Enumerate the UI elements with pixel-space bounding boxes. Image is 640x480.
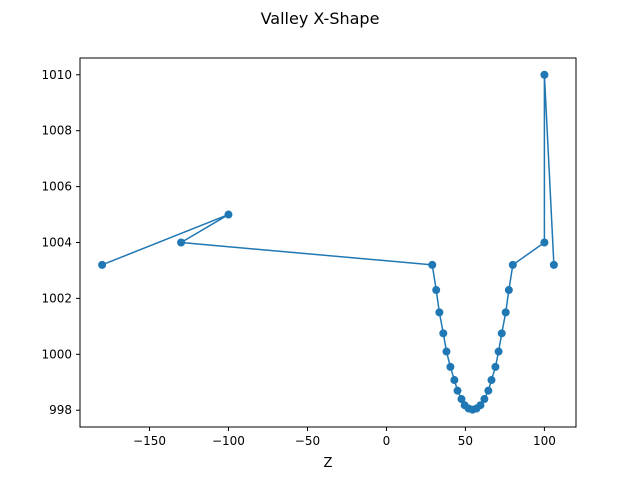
y-tick-label: 1002: [41, 291, 72, 305]
data-point: [177, 238, 186, 247]
x-tick-label: −100: [212, 434, 245, 448]
data-point: [446, 362, 455, 371]
data-point: [549, 260, 558, 269]
data-point: [457, 395, 466, 404]
x-tick-label: 0: [383, 434, 391, 448]
x-tick-label: −50: [295, 434, 320, 448]
y-tick-label: 1000: [41, 347, 72, 361]
x-tick-label: 100: [533, 434, 556, 448]
x-axis-label: Z: [324, 456, 333, 471]
chart-title: Valley X-Shape: [261, 9, 380, 28]
x-tick-label: −150: [133, 434, 166, 448]
data-point: [508, 260, 517, 269]
data-point: [98, 260, 107, 269]
data-point: [540, 70, 549, 79]
data-point: [453, 386, 462, 395]
data-point: [432, 286, 441, 295]
plot-frame: [79, 57, 577, 428]
data-point: [497, 329, 506, 338]
data-point: [435, 308, 444, 317]
data-point: [504, 286, 513, 295]
y-tick-label: 1010: [41, 68, 72, 82]
data-point: [540, 238, 549, 247]
y-tick-label: 1006: [41, 180, 72, 194]
y-tick-label: 998: [49, 403, 72, 417]
series-points: [98, 70, 558, 414]
data-point: [476, 401, 485, 410]
data-point: [442, 347, 451, 356]
data-point: [450, 376, 459, 385]
data-point: [224, 210, 233, 219]
data-point: [487, 376, 496, 385]
series-lines: [101, 74, 555, 411]
data-point: [494, 347, 503, 356]
y-axis-ticks: 998 1000 1002 1004 1006 1008 1010: [41, 68, 80, 417]
data-point: [484, 386, 493, 395]
x-axis-ticks: −150 −100 −50 0 50 100: [133, 427, 556, 448]
data-point: [428, 260, 437, 269]
series-line: [101, 74, 555, 411]
y-tick-label: 1008: [41, 124, 72, 138]
y-tick-label: 1004: [41, 236, 72, 250]
x-tick-label: 50: [458, 434, 473, 448]
data-point: [491, 362, 500, 371]
data-point: [501, 308, 510, 317]
data-point: [439, 329, 448, 338]
data-point: [480, 395, 489, 404]
